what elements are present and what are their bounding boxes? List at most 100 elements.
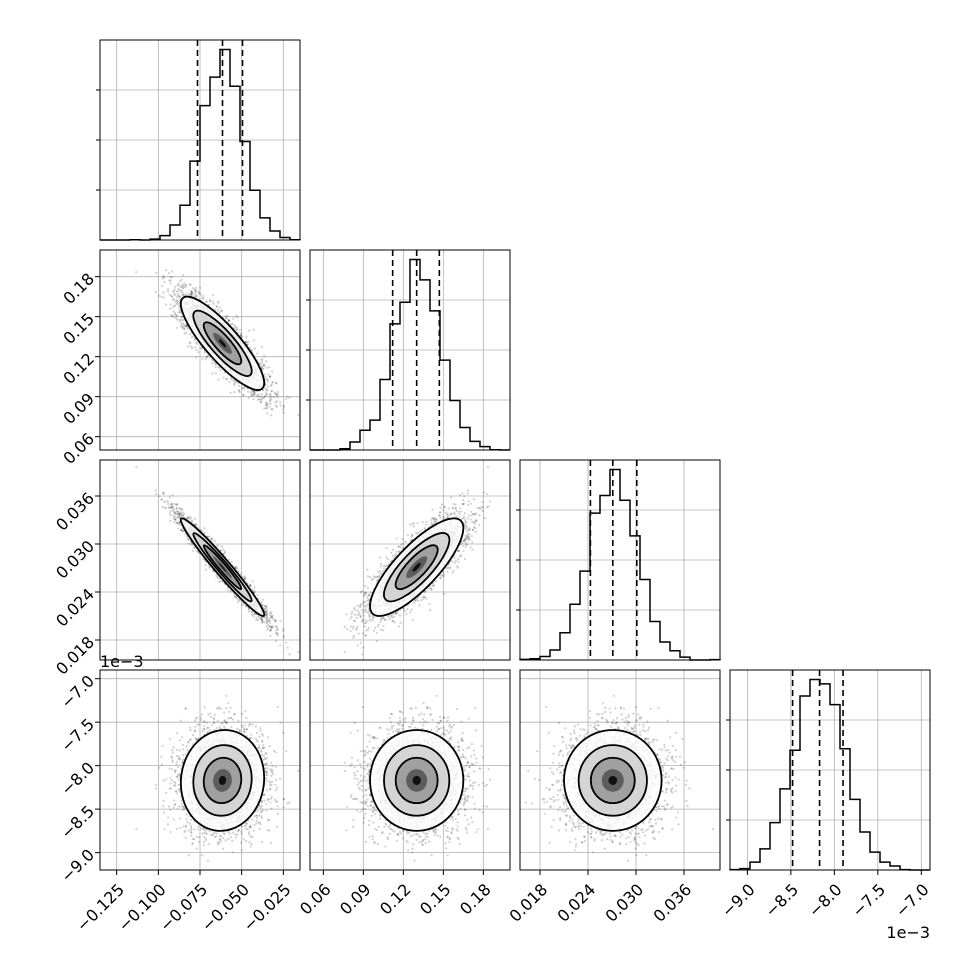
sample-point [178,309,181,313]
sample-point [175,506,179,509]
sample-point [173,520,176,524]
sample-point [160,284,164,288]
sample-point [186,345,189,348]
sample-point [266,378,269,381]
sample-point [174,312,177,315]
sample-point [168,307,171,311]
sample-point [269,393,272,396]
sample-point [275,632,279,635]
sample-point [253,612,256,616]
sample-point [229,391,232,394]
sample-point [274,404,278,407]
sample-point [275,382,278,385]
sample-point [275,381,278,385]
sample-point [268,396,271,399]
sample-point [262,367,265,371]
histogram-panel-1 [96,39,301,241]
sample-point [265,406,269,410]
sample-point [242,393,245,397]
sample-point [261,361,264,364]
sample-point [178,298,181,302]
sample-point [252,390,256,393]
sample-point [260,618,264,621]
sample-point [265,389,268,392]
sample-point [270,611,273,614]
sample-point [179,511,182,514]
sample-point [260,366,264,369]
sample-point [268,375,271,378]
sample-point [195,294,198,297]
sample-point [164,268,168,272]
sample-point [180,285,183,289]
sample-point [180,326,184,329]
sample-point [154,489,157,492]
sample-point [217,378,220,381]
sample-point [226,377,229,381]
sample-point [181,291,184,294]
sample-point [216,576,219,580]
sample-point [265,401,268,404]
sample-point [191,293,194,296]
sample-point [260,345,264,349]
sample-point [172,289,175,292]
sample-point [173,293,176,296]
sample-point [183,282,186,285]
sample-point [276,632,279,635]
sample-point [221,545,224,548]
sample-point [211,372,214,375]
sample-point [173,288,177,291]
sample-point [168,496,171,499]
sample-point [250,394,253,397]
sample-point [255,394,259,397]
sample-point [169,303,172,306]
sample-point [179,311,182,314]
sample-point [190,292,193,295]
sample-point [253,590,256,593]
sample-point [265,404,268,407]
sample-point [266,616,269,619]
sample-point [162,275,165,278]
sample-point [177,293,180,296]
sample-point [176,503,179,506]
sample-point [197,350,200,354]
sample-point [195,295,198,298]
sample-point [275,394,279,397]
sample-point [260,393,263,396]
sample-point [170,502,173,505]
sample-point [234,565,238,568]
sample-point [221,580,224,583]
sample-point [233,324,236,327]
sample-point [245,335,248,338]
sample-point [241,575,245,578]
sample-point [194,289,197,293]
sample-point [265,388,269,391]
sample-point [252,390,255,393]
sample-point [170,270,174,273]
sample-point [261,358,264,361]
sample-point [194,286,197,289]
sample-point [216,308,220,312]
sample-point [213,308,217,311]
panel-frame [99,39,301,241]
sample-point [177,282,180,285]
sample-point [253,391,256,394]
sample-point [193,338,197,341]
sample-point [199,293,202,296]
sample-point [218,306,221,309]
sample-point [195,348,198,351]
sample-point [267,402,270,405]
sample-point [252,339,255,342]
sample-point [266,412,269,415]
sample-point [251,348,254,351]
sample-point [270,625,273,628]
sample-point [238,328,242,331]
sample-point [180,315,183,318]
sample-point [182,284,185,287]
sample-point [274,393,277,396]
sample-point [246,343,249,346]
sample-point [288,653,291,656]
sample-point [247,390,250,393]
sample-point [169,275,172,279]
sample-point [259,401,262,404]
sample-point [241,335,244,338]
